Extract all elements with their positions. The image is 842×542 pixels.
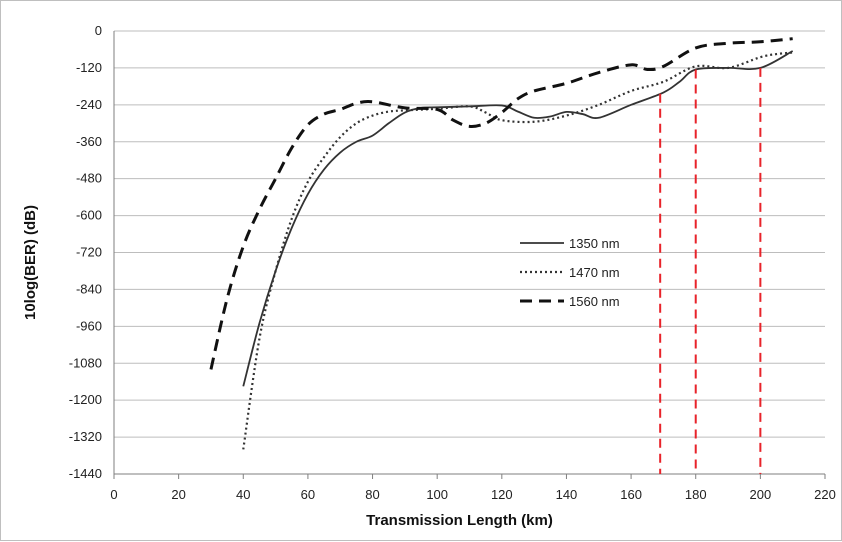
x-tick-label: 0 (110, 487, 117, 502)
y-tick-label: -600 (76, 208, 102, 223)
y-tick-label: -240 (76, 97, 102, 112)
series-line-1560-nm (209, 37, 793, 370)
series-line-1470-nm (242, 51, 793, 450)
x-tick-label: 120 (491, 487, 513, 502)
legend-label: 1560 nm (569, 294, 620, 309)
x-tick-label: 220 (814, 487, 836, 502)
y-tick-label: -840 (76, 281, 102, 296)
x-axis-title: Transmission Length (km) (366, 512, 553, 529)
x-tick-label: 200 (750, 487, 772, 502)
y-tick-label: -120 (76, 60, 102, 75)
y-tick-label: -1200 (69, 392, 102, 407)
x-tick-label: 100 (426, 487, 448, 502)
x-tick-label: 160 (620, 487, 642, 502)
x-tick-label: 40 (236, 487, 250, 502)
legend-label: 1350 nm (569, 236, 620, 251)
x-tick-label: 180 (685, 487, 707, 502)
series-line-1350-nm (242, 50, 794, 387)
y-tick-label: -360 (76, 134, 102, 149)
x-tick-label: 80 (365, 487, 379, 502)
y-tick-label: -1080 (69, 355, 102, 370)
x-tick-label: 60 (301, 487, 315, 502)
y-tick-label: 0 (95, 23, 102, 38)
x-tick-label: 20 (171, 487, 185, 502)
y-tick-label: -960 (76, 318, 102, 333)
x-tick-label: 140 (556, 487, 578, 502)
y-tick-label: -480 (76, 171, 102, 186)
y-axis-title: 10log(BER) (dB) (22, 205, 39, 320)
legend-label: 1470 nm (569, 265, 620, 280)
y-tick-label: -720 (76, 245, 102, 260)
y-tick-label: -1320 (69, 429, 102, 444)
y-tick-label: -1440 (69, 466, 102, 481)
